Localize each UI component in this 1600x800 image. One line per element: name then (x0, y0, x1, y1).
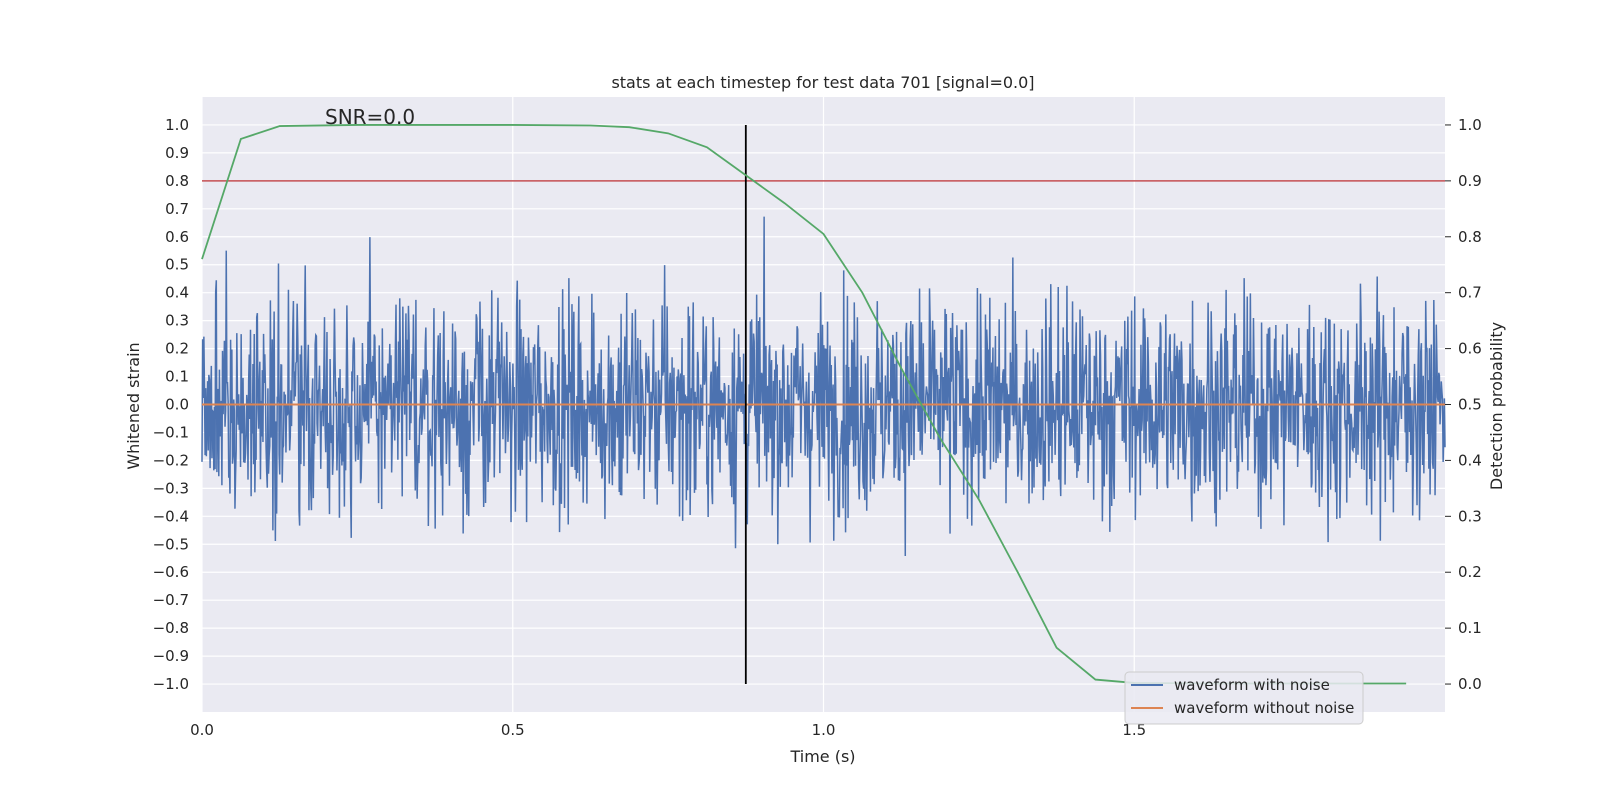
x-tick-labels: 0.0 0.5 1.0 1.5 (190, 721, 1146, 739)
y-right-tick-label: 0.9 (1458, 172, 1482, 190)
y-tick-labels: −1.0 −0.9 −0.8 −0.7 −0.6 −0.5 −0.4 −0.3 −0.2 −0.1… (153, 116, 189, 693)
y-tick-label: −0.9 (153, 647, 189, 665)
y-tick-label: 0.9 (165, 144, 189, 162)
y-right-tick-label: 0.1 (1458, 619, 1482, 637)
y-right-tick-label: 0.7 (1458, 284, 1482, 302)
y-tick-label: 1.0 (165, 116, 189, 134)
y-tick-label: 0.8 (165, 172, 189, 190)
y-tick-label: −0.4 (153, 507, 189, 525)
y-right-tick-label: 0.0 (1458, 675, 1482, 693)
legend-label-noise: waveform with noise (1174, 676, 1330, 694)
y-right-tick-labels: 0.0 0.1 0.2 0.3 0.4 0.5 0.6 0.7 0.8 0.9 1.0 (1445, 116, 1482, 693)
y-tick-label: −0.1 (153, 423, 189, 441)
y-right-tick-label: 0.5 (1458, 396, 1482, 414)
y-tick-label: 0.3 (165, 312, 189, 330)
y-tick-label: −0.3 (153, 479, 189, 497)
y-tick-label: 0.6 (165, 228, 189, 246)
y-right-tick-label: 1.0 (1458, 116, 1482, 134)
y-tick-label: 0.7 (165, 200, 189, 218)
x-tick-label: 0.0 (190, 721, 214, 739)
y-tick-label: −0.7 (153, 591, 189, 609)
y-tick-label: 0.5 (165, 256, 189, 274)
y-right-axis-label: Detection probability (1487, 322, 1506, 490)
y-tick-label: 0.4 (165, 284, 189, 302)
y-right-tick-label: 0.2 (1458, 563, 1482, 581)
y-tick-label: −0.8 (153, 619, 189, 637)
y-tick-label: −0.2 (153, 451, 189, 469)
detection-probability-line (201, 124, 1407, 685)
y-right-tick-label: 0.8 (1458, 228, 1482, 246)
x-tick-label: 1.0 (812, 721, 836, 739)
reference-lines (202, 124, 1445, 685)
y-tick-label: −0.5 (153, 535, 189, 553)
x-axis-label: Time (s) (789, 747, 855, 766)
y-right-tick-label: 0.6 (1458, 340, 1482, 358)
legend: waveform with noise waveform without noi… (1124, 671, 1364, 725)
legend-label-clean: waveform without noise (1174, 699, 1354, 717)
y-tick-label: −1.0 (153, 675, 189, 693)
y-axis-label: Whitened strain (124, 342, 143, 469)
legend-box (1124, 671, 1364, 725)
y-tick-label: 0.1 (165, 368, 189, 386)
snr-annotation: SNR=0.0 (325, 105, 415, 129)
y-tick-label: 0.0 (165, 396, 189, 414)
y-right-tick-label: 0.3 (1458, 507, 1482, 525)
detection-probability-series (201, 124, 1407, 685)
y-tick-label: −0.6 (153, 563, 189, 581)
y-right-tick-label: 0.4 (1458, 451, 1482, 469)
chart-title: stats at each timestep for test data 701… (611, 73, 1034, 92)
x-tick-label: 1.5 (1122, 721, 1146, 739)
x-tick-label: 0.5 (501, 721, 525, 739)
y-tick-label: 0.2 (165, 340, 189, 358)
waveform-with-noise-line (201, 216, 1446, 557)
waveform-with-noise-series (201, 216, 1446, 557)
